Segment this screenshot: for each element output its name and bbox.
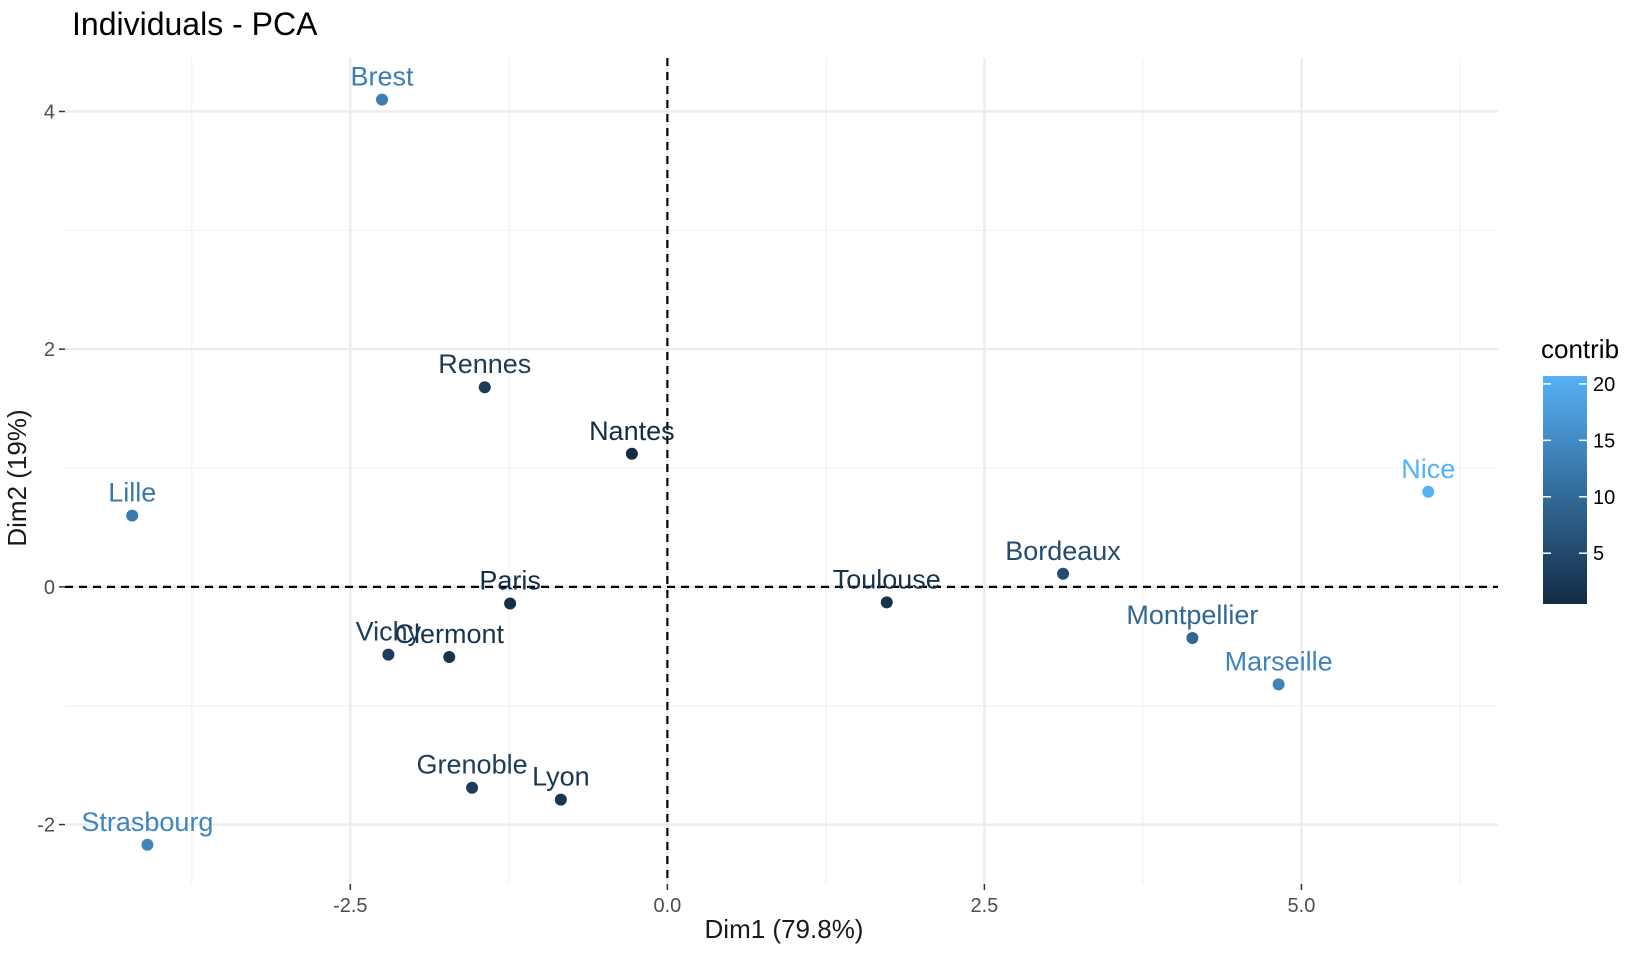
- point-label-marseille: Marseille: [1225, 646, 1333, 676]
- legend-ticks: 5 10 15 20: [1543, 374, 1615, 565]
- y-tick-label: 4: [44, 101, 55, 123]
- point-brest: [376, 93, 389, 106]
- point-label-paris: Paris: [479, 566, 541, 596]
- point-label-nice: Nice: [1401, 454, 1455, 484]
- x-axis-ticks: -2.5 0.0 2.5 5.0: [333, 884, 1315, 917]
- point-vichy: [382, 648, 395, 661]
- contrib-legend: contrib 5 10 15 20: [1541, 334, 1619, 604]
- point-rennes: [478, 381, 491, 394]
- point-clermont: [443, 650, 456, 663]
- legend-tick-label: 20: [1593, 374, 1615, 396]
- legend-tick-label: 15: [1593, 430, 1615, 452]
- legend-tick-label: 5: [1593, 543, 1604, 565]
- point-label-nantes: Nantes: [589, 416, 675, 446]
- point-labels: Brest Rennes Nantes Lille Paris VichyClermont…: [81, 62, 1455, 837]
- point-paris: [504, 597, 517, 610]
- legend-colorbar: [1543, 376, 1587, 604]
- reference-lines: [65, 58, 1498, 884]
- y-tick-label: 0: [44, 577, 55, 599]
- point-label-toulouse: Toulouse: [833, 564, 941, 594]
- x-tick-label: 5.0: [1288, 895, 1316, 917]
- point-bordeaux: [1057, 567, 1070, 580]
- legend-tick-label: 10: [1593, 487, 1615, 509]
- point-nantes: [625, 447, 638, 460]
- x-tick-label: 0.0: [653, 895, 681, 917]
- point-lyon: [554, 793, 567, 806]
- point-label-strasbourg: Strasbourg: [81, 807, 213, 837]
- point-label-vichy: Vichy: [356, 617, 422, 647]
- point-marseille: [1272, 678, 1285, 691]
- x-axis-title: Dim1 (79.8%): [705, 914, 864, 944]
- y-axis-ticks: -2 0 2 4: [37, 101, 65, 837]
- x-tick-label: -2.5: [333, 895, 367, 917]
- point-lille: [126, 509, 139, 522]
- point-grenoble: [466, 781, 479, 794]
- legend-title: contrib: [1541, 334, 1619, 364]
- point-label-grenoble: Grenoble: [417, 750, 528, 780]
- point-label-clermont: Clermont: [394, 619, 504, 649]
- y-tick-label: -2: [37, 815, 55, 837]
- grid-lines: [65, 58, 1498, 884]
- point-label-montpellier: Montpellier: [1126, 600, 1258, 630]
- y-tick-label: 2: [44, 339, 55, 361]
- point-toulouse: [880, 596, 893, 609]
- x-tick-label: 2.5: [970, 895, 998, 917]
- data-points: [126, 93, 1435, 851]
- y-axis-title: Dim2 (19%): [2, 409, 32, 546]
- chart-title: Individuals - PCA: [72, 6, 318, 42]
- point-strasbourg: [141, 838, 154, 851]
- point-label-brest: Brest: [351, 62, 415, 92]
- point-montpellier: [1186, 631, 1199, 644]
- point-label-rennes: Rennes: [438, 349, 531, 379]
- point-label-lyon: Lyon: [532, 762, 590, 792]
- point-label-bordeaux: Bordeaux: [1005, 536, 1121, 566]
- point-nice: [1422, 485, 1435, 498]
- point-label-lille: Lille: [108, 478, 156, 508]
